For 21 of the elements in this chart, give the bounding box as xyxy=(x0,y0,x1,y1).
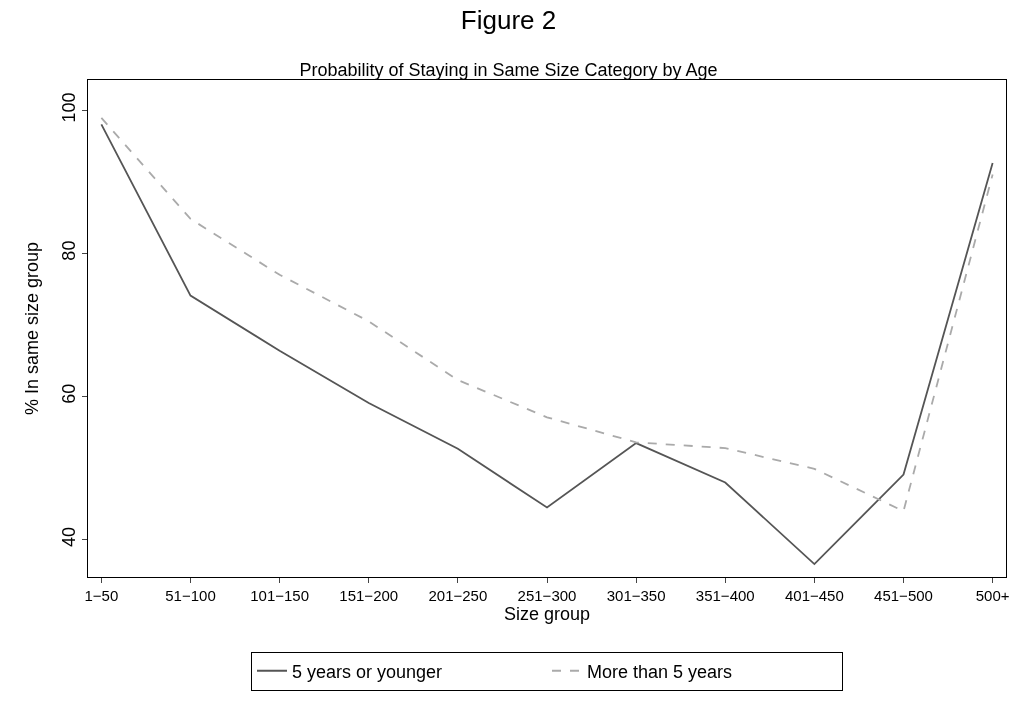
y-tick-label: 40 xyxy=(58,527,79,548)
x-tick-label: 401−450 xyxy=(784,587,844,604)
x-tick-label: 351−400 xyxy=(695,587,755,604)
y-axis-title: % In same size group xyxy=(22,241,42,416)
legend-label: More than 5 years xyxy=(587,661,733,682)
y-tick-label: 60 xyxy=(58,383,79,404)
x-tick-label: 451−500 xyxy=(874,587,933,604)
x-tick-label: 101−150 xyxy=(250,587,310,604)
x-tick-label: 151−200 xyxy=(339,587,399,604)
x-tick-label: 201−250 xyxy=(428,587,488,604)
y-tick-label: 80 xyxy=(58,240,79,261)
x-tick-label: 51−100 xyxy=(165,587,216,604)
chart-title: Figure 2 xyxy=(460,4,557,35)
y-tick-label: 100 xyxy=(58,92,79,123)
x-tick-label: 301−350 xyxy=(606,587,666,604)
x-tick-label: 500+ xyxy=(975,587,1010,604)
legend-label: 5 years or younger xyxy=(292,661,443,682)
chart-subtitle: Probability of Staying in Same Size Category by Age xyxy=(299,60,718,81)
x-tick-label: 1−50 xyxy=(84,587,119,604)
x-axis-title: Size group xyxy=(503,604,591,624)
x-tick-label: 251−300 xyxy=(517,587,577,604)
